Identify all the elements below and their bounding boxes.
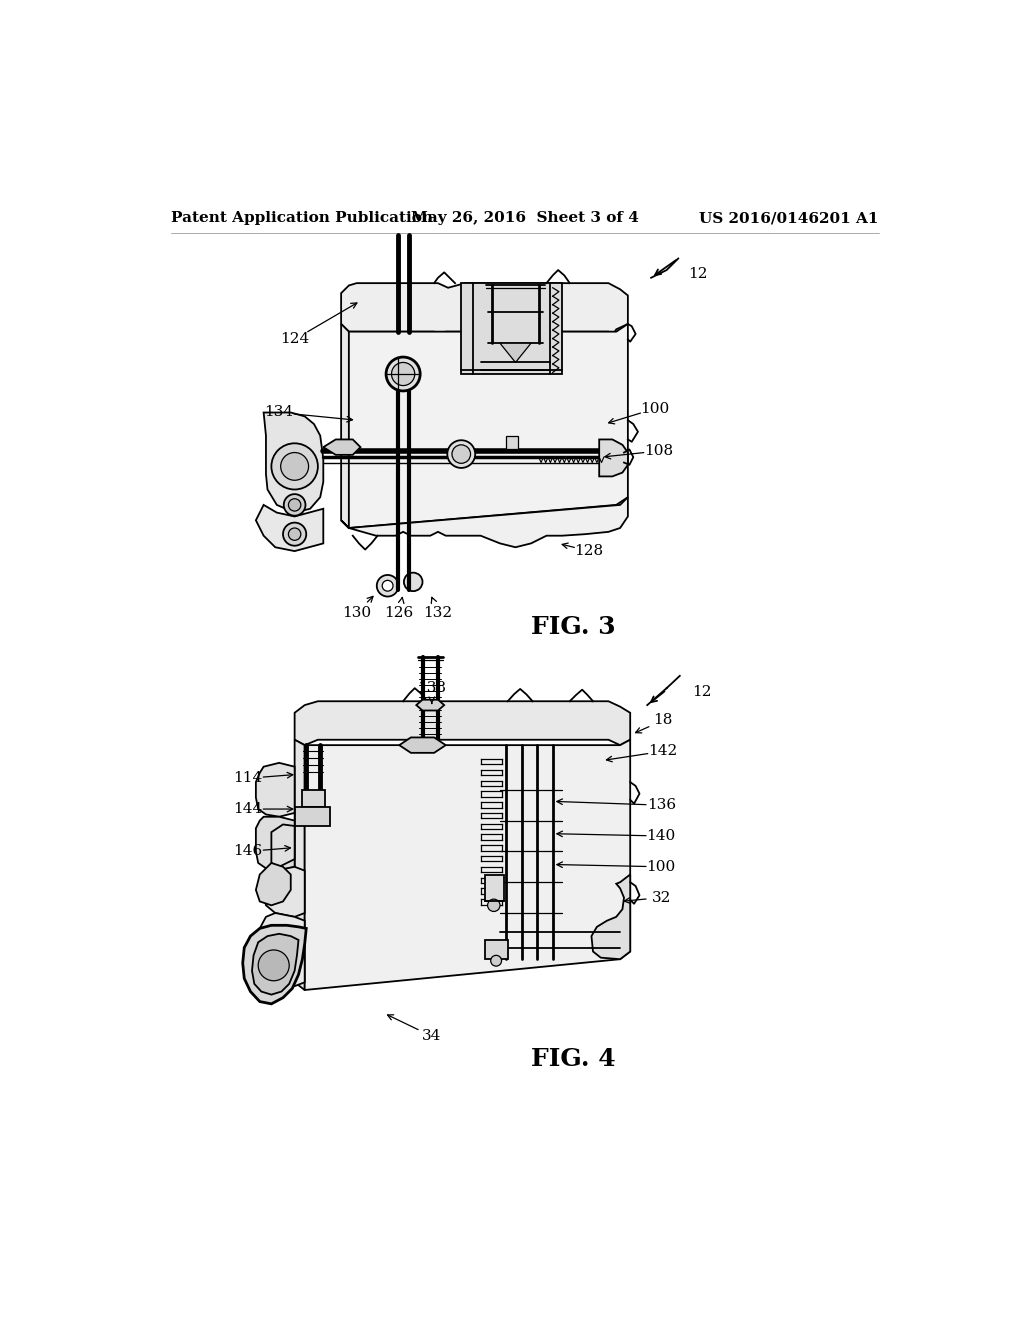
Text: 132: 132 — [424, 606, 453, 619]
Polygon shape — [341, 498, 628, 548]
Text: 114: 114 — [233, 771, 263, 785]
Text: FIG. 3: FIG. 3 — [531, 615, 616, 639]
Text: 140: 140 — [646, 829, 676, 843]
Bar — [484, 874, 504, 902]
Text: Patent Application Publication: Patent Application Publication — [171, 211, 432, 226]
Text: 134: 134 — [264, 405, 294, 420]
Circle shape — [487, 899, 500, 911]
Circle shape — [447, 441, 475, 469]
Polygon shape — [256, 817, 295, 871]
Text: 18: 18 — [653, 714, 673, 727]
Polygon shape — [256, 863, 291, 906]
Polygon shape — [592, 874, 630, 960]
Polygon shape — [263, 412, 324, 512]
Text: 100: 100 — [640, 401, 670, 416]
Text: 100: 100 — [646, 859, 676, 874]
Polygon shape — [417, 700, 444, 710]
Text: 34: 34 — [422, 1030, 441, 1043]
Circle shape — [271, 444, 317, 490]
Text: 108: 108 — [644, 444, 674, 458]
Polygon shape — [295, 701, 630, 744]
Circle shape — [391, 363, 415, 385]
Text: 138: 138 — [418, 681, 446, 696]
Text: US 2016/0146201 A1: US 2016/0146201 A1 — [699, 211, 879, 226]
Polygon shape — [305, 739, 630, 990]
Polygon shape — [271, 825, 295, 867]
Circle shape — [284, 494, 305, 516]
Text: 146: 146 — [233, 845, 263, 858]
Circle shape — [386, 356, 420, 391]
Circle shape — [289, 499, 301, 511]
Circle shape — [490, 956, 502, 966]
Circle shape — [281, 453, 308, 480]
Text: 144: 144 — [233, 803, 263, 816]
Polygon shape — [263, 867, 305, 917]
Circle shape — [289, 528, 301, 540]
Polygon shape — [341, 323, 349, 528]
Bar — [506, 436, 518, 450]
Polygon shape — [341, 284, 628, 335]
Circle shape — [403, 573, 423, 591]
Text: FIG. 4: FIG. 4 — [531, 1047, 616, 1072]
Circle shape — [258, 950, 289, 981]
Polygon shape — [349, 323, 628, 528]
Circle shape — [452, 445, 471, 463]
Text: 142: 142 — [648, 744, 677, 758]
Polygon shape — [599, 440, 628, 477]
Polygon shape — [252, 933, 299, 995]
Polygon shape — [461, 284, 562, 374]
Text: 32: 32 — [651, 891, 671, 904]
Text: 124: 124 — [280, 333, 309, 346]
Bar — [484, 940, 508, 960]
Polygon shape — [256, 506, 324, 552]
Circle shape — [382, 581, 393, 591]
Circle shape — [377, 576, 398, 597]
Bar — [302, 789, 325, 807]
Polygon shape — [256, 763, 295, 817]
Text: 130: 130 — [342, 606, 371, 619]
Polygon shape — [243, 925, 306, 1003]
Text: 126: 126 — [385, 606, 414, 619]
Polygon shape — [295, 739, 305, 990]
Polygon shape — [324, 440, 360, 455]
Text: 12: 12 — [692, 685, 712, 700]
Text: 136: 136 — [646, 799, 676, 812]
Bar — [295, 807, 330, 826]
Text: May 26, 2016  Sheet 3 of 4: May 26, 2016 Sheet 3 of 4 — [411, 211, 639, 226]
Polygon shape — [260, 913, 305, 986]
Circle shape — [283, 523, 306, 545]
Polygon shape — [500, 343, 531, 363]
Text: 128: 128 — [574, 544, 604, 558]
Text: 12: 12 — [688, 267, 708, 281]
Polygon shape — [399, 738, 445, 752]
